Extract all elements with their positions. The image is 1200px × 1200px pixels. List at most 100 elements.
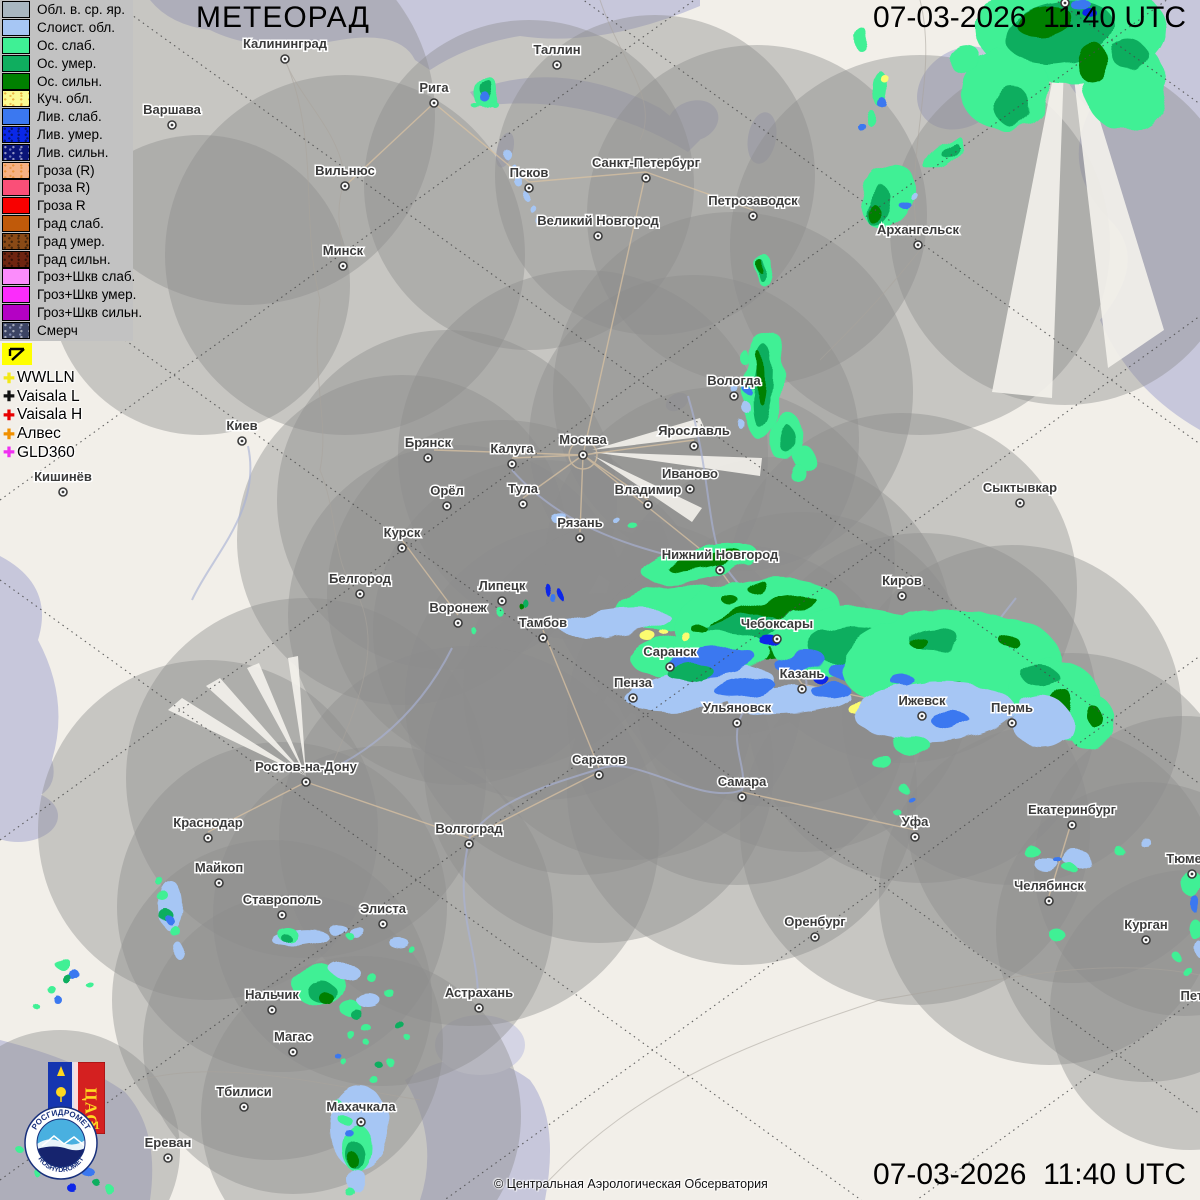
city-marker: Минск xyxy=(321,242,365,271)
city-dot-center xyxy=(597,773,601,777)
city-dot-center xyxy=(596,234,600,238)
precip-cell-g xyxy=(405,1035,411,1041)
city-dot-center xyxy=(291,1050,295,1054)
radar-beam-wedge xyxy=(592,452,762,476)
precip-cell-g xyxy=(1188,918,1200,938)
lightning-source-row: ✚ Алвес xyxy=(1,425,82,444)
radar-coverage-circle xyxy=(996,782,1200,1082)
city-marker: Ижевск xyxy=(897,692,948,721)
precip-cell-lb xyxy=(525,194,531,202)
legend-swatch xyxy=(2,250,30,268)
legend-row: Гроз+Шкв умер. xyxy=(0,286,136,304)
precip-cell-lb xyxy=(1012,697,1072,747)
precip-cell-dg xyxy=(911,638,929,650)
precip-cell-g xyxy=(334,1100,342,1108)
legend-row: Смерч xyxy=(0,321,133,339)
legend-swatch xyxy=(2,214,30,232)
borders-layer xyxy=(139,0,1200,1191)
tornado-marker-icon xyxy=(8,347,25,361)
city-labels-layer: Варшава Калининград Таллин Рига Вильнюс Псков… xyxy=(33,0,1200,1163)
city-dot-center xyxy=(1047,899,1051,903)
city-dot-center xyxy=(1070,823,1074,827)
legend-row: Ос. слаб. xyxy=(0,36,133,55)
timestamp-bottom: 07-03-2026 11:40 UTC xyxy=(873,1158,1186,1191)
city-dot-center xyxy=(920,714,924,718)
precip-cell-mg xyxy=(941,142,959,158)
legend-row: Гроза R) xyxy=(0,179,133,197)
roshydromet-logo: РОСГИДРОМЕТ ROSHYDROMET xyxy=(24,1106,98,1180)
graticule-line xyxy=(110,0,1200,785)
city-marker: Казань xyxy=(778,665,826,694)
city-label: Липецк xyxy=(479,578,526,593)
city-dot-center xyxy=(900,594,904,598)
precip-cell-y xyxy=(659,628,667,634)
precip-cell-b xyxy=(1054,857,1062,863)
precip-cell-mg xyxy=(994,86,1030,126)
precip-cell-g xyxy=(571,521,581,527)
city-label: Вологда xyxy=(707,373,761,388)
precip-cell-dg xyxy=(692,626,708,634)
city-marker: Курск xyxy=(382,524,422,553)
precip-cell-g xyxy=(900,786,910,794)
lightning-cross-icon: ✚ xyxy=(3,425,15,442)
city-marker: Саранск xyxy=(642,643,699,672)
precip-cell-y xyxy=(680,632,690,640)
city-marker: Таллин xyxy=(532,41,582,70)
precip-cell-dg xyxy=(517,601,521,607)
precip-cell-b xyxy=(553,597,559,605)
precip-cell-dg xyxy=(866,202,878,222)
legend-swatch xyxy=(2,303,30,321)
city-marker: Ереван xyxy=(143,1134,193,1163)
precip-cell-lb xyxy=(501,147,509,157)
precip-cell-g xyxy=(368,1074,376,1082)
precipitation-layer xyxy=(16,0,1200,1198)
city-marker: Элиста xyxy=(358,900,408,929)
city-marker: Пенза xyxy=(613,674,654,703)
city-dot-center xyxy=(581,453,585,457)
precip-cell-lb xyxy=(531,206,537,214)
city-dot-center xyxy=(521,502,525,506)
precip-cell-lb xyxy=(1139,838,1151,846)
city-marker: Вологда xyxy=(706,372,763,401)
city-label: Астрахань xyxy=(445,985,513,1000)
city-marker: Пермь xyxy=(990,699,1034,728)
radar-coverage-circle xyxy=(327,420,677,770)
lightning-source-row: ✚ GLD360 xyxy=(1,443,82,462)
city-label: Казань xyxy=(780,666,825,681)
precip-cell-g xyxy=(86,982,94,988)
legend-row: Лив. сильн. xyxy=(0,143,133,161)
city-marker: Тамбов xyxy=(517,614,569,643)
precip-cell-mg xyxy=(780,426,796,454)
precip-cell-g xyxy=(490,101,498,107)
precip-cell-g xyxy=(35,1005,41,1011)
precip-cell-dg xyxy=(755,353,765,403)
city-marker: Краснодар xyxy=(172,814,244,843)
precip-cell-g xyxy=(866,110,876,126)
precip-cell-b xyxy=(68,970,80,980)
legend-label: Гроз+Шкв слаб. xyxy=(37,269,136,285)
city-label: Краснодар xyxy=(173,815,242,830)
city-dot-center xyxy=(751,214,755,218)
precip-cell-g xyxy=(789,463,805,481)
graticule-line xyxy=(0,0,1168,841)
precip-cell-b xyxy=(890,674,914,686)
radar-beam-wedge xyxy=(592,418,708,450)
legend-label: Гроза R) xyxy=(37,180,91,196)
city-label: Оренбург xyxy=(784,914,846,929)
precip-cell-b xyxy=(744,386,750,394)
precip-cell-mg xyxy=(393,1020,403,1028)
city-dot-center xyxy=(477,1006,481,1010)
legend-row: Лив. слаб. xyxy=(0,108,133,126)
city-dot-center xyxy=(445,504,449,508)
city-marker: Сыктывкар xyxy=(981,479,1059,508)
city-label: Воронеж xyxy=(429,600,487,615)
legend-label: Ос. сильн. xyxy=(37,73,103,89)
city-marker: Владимир xyxy=(613,481,683,510)
city-label: Волгоград xyxy=(435,821,503,836)
precip-cell-g xyxy=(48,986,56,994)
legend-label: Гроза (R) xyxy=(37,162,95,178)
precip-cell-mg xyxy=(92,1179,100,1185)
legend-label: Град сильн. xyxy=(37,251,111,267)
lightning-cross-icon: ✚ xyxy=(3,406,15,423)
city-label: Москва xyxy=(559,432,607,447)
